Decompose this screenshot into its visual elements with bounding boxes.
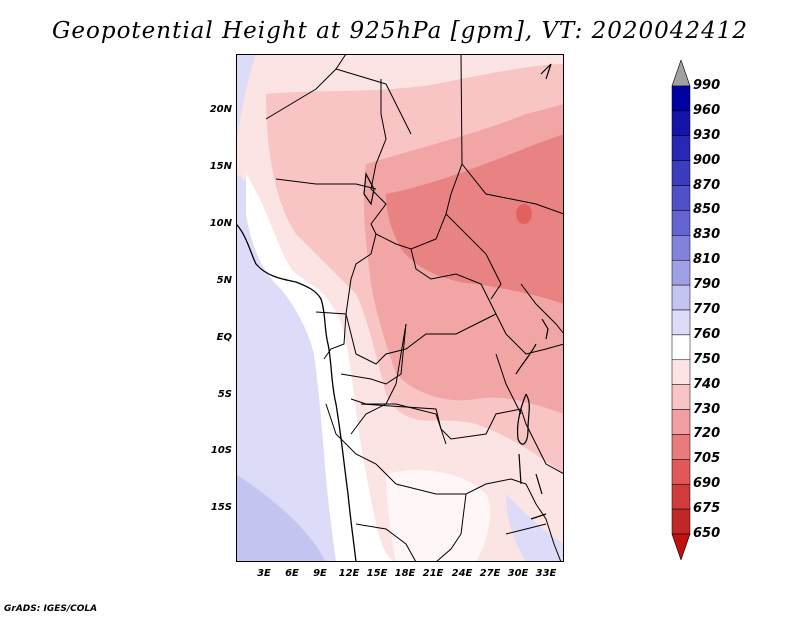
lat-label-10s: 10S [210, 445, 232, 456]
low-height-region-se [506, 494, 564, 562]
lon-label-30e: 30E [507, 568, 529, 579]
colorbar-label: 740 [693, 376, 721, 392]
colorbar-label: 720 [693, 426, 721, 442]
colorbar-segment [671, 110, 691, 137]
lat-label-15s: 15S [210, 502, 232, 513]
lon-label-24e: 24E [451, 568, 473, 579]
colorbar-label: 730 [693, 401, 721, 417]
chart-title: Geopotential Height at 925hPa [gpm], VT:… [52, 18, 748, 44]
lon-label-21e: 21E [422, 568, 444, 579]
colorbar-segment [671, 409, 691, 435]
colorbar-label: 690 [693, 476, 721, 492]
colorbar [671, 60, 691, 560]
colorbar-label: 770 [693, 302, 721, 317]
lat-label-5s: 5S [217, 389, 232, 400]
lat-label-10n: 10N [209, 218, 232, 229]
colorbar-label: 760 [693, 326, 721, 342]
white-region [246, 174, 396, 562]
colorbar-segment [671, 85, 691, 112]
lon-label-27e: 27E [479, 568, 501, 579]
lon-label-15e: 15E [366, 568, 388, 579]
lon-label-12e: 12E [338, 568, 360, 579]
colorbar-segment [671, 309, 691, 336]
colorbar-label: 675 [693, 501, 721, 517]
colorbar-segment [671, 384, 691, 410]
colorbar-label: 650 [693, 526, 721, 541]
lon-label-6e: 6E [285, 568, 299, 579]
lat-label-5n: 5N [216, 275, 232, 286]
colorbar-segment [671, 235, 691, 261]
lon-label-33e: 33E [535, 568, 557, 579]
lon-label-9e: 9E [313, 568, 327, 579]
colorbar-under-triangle [671, 533, 691, 560]
map-plot [236, 54, 564, 562]
colorbar-label: 990 [693, 78, 721, 93]
colorbar-label: 750 [693, 351, 721, 367]
colorbar-label: 870 [693, 177, 721, 193]
colorbar-segment [671, 185, 691, 211]
colorbar-segment [671, 284, 691, 311]
lat-label-20n: 20N [209, 104, 232, 115]
colorbar-segment [671, 160, 691, 186]
lon-label-3e: 3E [257, 568, 271, 579]
colorbar-label: 830 [693, 227, 721, 243]
white-region-south [386, 470, 491, 562]
low-height-region-sw [236, 474, 326, 562]
colorbar-label: 930 [693, 127, 721, 143]
colorbar-segment [671, 334, 691, 361]
colorbar-label: 960 [693, 102, 721, 118]
height-720-region [386, 134, 564, 304]
colorbar-segment [671, 135, 691, 161]
colorbar-segment [671, 210, 691, 236]
colorbar-segment [671, 508, 691, 535]
lat-label-eq: EQ [216, 332, 232, 343]
colorbar-over-triangle [671, 60, 691, 87]
colorbar-label: 705 [693, 451, 721, 467]
coastline [236, 223, 357, 562]
colorbar-label: 850 [693, 202, 721, 218]
colorbar-segment [671, 483, 691, 510]
grads-credit: GrADS: IGES/COLA [4, 604, 98, 614]
lakes [363, 63, 552, 520]
map-frame-border [236, 54, 564, 562]
lat-label-15n: 15N [209, 161, 232, 172]
colorbar-segment [671, 259, 691, 286]
colorbar-segment [671, 459, 691, 485]
colorbar-label: 790 [693, 277, 721, 293]
colorbar-segment [671, 359, 691, 385]
colorbar-label: 900 [693, 152, 721, 168]
country-borders [265, 54, 564, 562]
colorbar-label: 810 [693, 252, 721, 268]
lon-label-18e: 18E [394, 568, 416, 579]
colorbar-segment [671, 434, 691, 460]
height-705-spot [516, 204, 532, 224]
